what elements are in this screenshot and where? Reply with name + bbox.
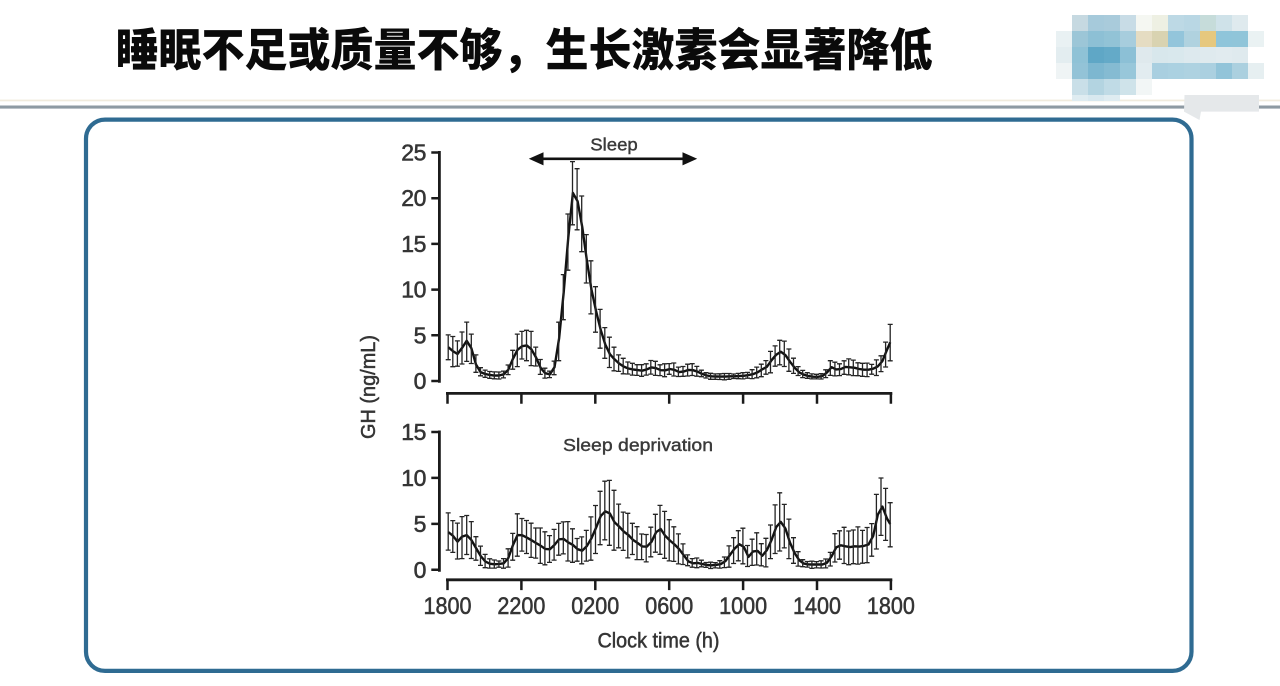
svg-text:25: 25 xyxy=(401,140,426,166)
svg-text:Clock time (h): Clock time (h) xyxy=(598,629,720,653)
svg-text:1400: 1400 xyxy=(793,593,841,620)
svg-text:0: 0 xyxy=(414,557,426,583)
svg-text:0200: 0200 xyxy=(571,593,619,620)
svg-text:10: 10 xyxy=(401,277,426,303)
svg-text:Sleep deprivation: Sleep deprivation xyxy=(563,435,713,455)
svg-text:0: 0 xyxy=(414,368,426,394)
svg-text:GH (ng/mL): GH (ng/mL) xyxy=(357,335,380,439)
svg-text:15: 15 xyxy=(401,419,426,445)
svg-text:20: 20 xyxy=(401,185,426,211)
svg-text:Sleep: Sleep xyxy=(590,135,638,155)
svg-text:5: 5 xyxy=(414,511,426,537)
svg-text:15: 15 xyxy=(401,231,426,257)
svg-text:0600: 0600 xyxy=(645,593,693,620)
svg-text:10: 10 xyxy=(401,465,426,491)
svg-text:1800: 1800 xyxy=(867,593,915,620)
svg-text:1800: 1800 xyxy=(424,593,472,620)
svg-text:5: 5 xyxy=(414,322,426,348)
svg-text:2200: 2200 xyxy=(497,593,545,620)
svg-text:1000: 1000 xyxy=(719,593,767,620)
